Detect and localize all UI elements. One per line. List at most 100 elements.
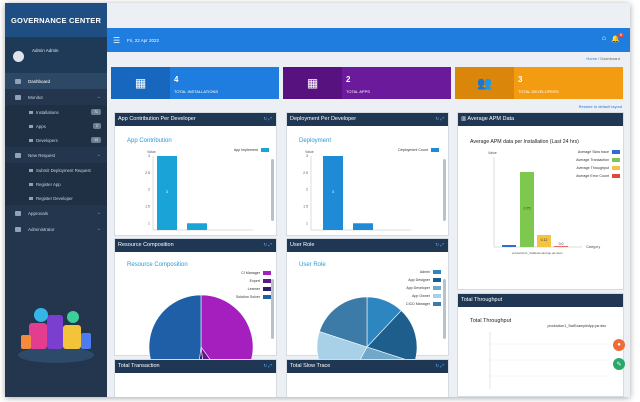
legend-item[interactable]: App Designer bbox=[383, 276, 441, 284]
legend-swatch bbox=[433, 302, 441, 306]
legend-item[interactable]: Average Error Count bbox=[550, 172, 620, 180]
panel-header: Total Throughput bbox=[458, 294, 623, 307]
legend-item[interactable]: App Developer bbox=[383, 284, 441, 292]
stat-label: TOTAL DEVELOPERS bbox=[518, 89, 559, 94]
menu-icon[interactable]: ☰ bbox=[113, 36, 121, 45]
chart-legend: Average Slow trace Average Transaction Ave… bbox=[550, 148, 620, 180]
panel-header: ▥ Average APM Data bbox=[458, 113, 623, 126]
chart-title: User Role bbox=[299, 262, 326, 268]
sidebar-item-apps[interactable]: Apps 2 bbox=[5, 119, 107, 133]
bar-chart-deployment: 1 1.5 2 2.5 3 3 bbox=[303, 154, 411, 231]
count-badge: 71 bbox=[91, 109, 101, 115]
sidebar-item-label: Apps bbox=[36, 123, 46, 129]
sidebar-item-developers[interactable]: Developers 13 bbox=[5, 133, 107, 147]
sidebar: GOVERNANCE CENTER Admin Admin Dashboard … bbox=[5, 3, 107, 397]
stat-card-developers[interactable]: 👥 3 TOTAL DEVELOPERS bbox=[455, 67, 623, 99]
panel-header: User Role ↻ ⤢ bbox=[287, 239, 448, 252]
refresh-expand-icons[interactable]: ↻ ⤢ bbox=[263, 242, 272, 247]
chart-legend: CI Manager Expert Learner Solution Solver bbox=[215, 269, 271, 301]
legend-label: Learner bbox=[247, 287, 260, 291]
stat-card-installations[interactable]: ▦ 4 TOTAL INSTALLATIONS bbox=[111, 67, 279, 99]
legend-item[interactable]: CICD Manager bbox=[383, 300, 441, 308]
gear-icon bbox=[15, 226, 21, 232]
y-tick-label: 2.5 bbox=[145, 171, 150, 175]
legend-item[interactable]: Expert bbox=[215, 277, 271, 285]
sidebar-item-register-developer[interactable]: Register Developer bbox=[5, 191, 107, 205]
sidebar-item-label: Register Developer bbox=[36, 195, 73, 201]
y-tick-label: 1.5 bbox=[303, 204, 308, 208]
legend-label: Admin bbox=[419, 270, 430, 274]
panel-title: Average APM Data bbox=[467, 116, 515, 122]
y-axis-label: Value bbox=[305, 150, 314, 154]
legend-item[interactable]: Learner bbox=[215, 285, 271, 293]
refresh-expand-icons[interactable]: ↻ ⤢ bbox=[435, 242, 444, 247]
pie-slice bbox=[319, 296, 368, 348]
sidebar-item-new-request[interactable]: New Request ⌄ bbox=[5, 147, 107, 163]
legend-label: Average Throughput bbox=[576, 166, 609, 170]
legend-item[interactable]: Average Transaction bbox=[550, 156, 620, 164]
chart-title: Resource Composition bbox=[127, 262, 188, 268]
y-tick-label: 1.5 bbox=[145, 204, 150, 208]
panel-app-contribution: App Contribution Per Developer ↻ ⤢ App Co… bbox=[114, 112, 277, 236]
sidebar-item-monitor[interactable]: Monitor ⌄ bbox=[5, 89, 107, 105]
refresh-expand-icons[interactable]: ↻ ⤢ bbox=[263, 116, 272, 121]
legend-swatch bbox=[263, 279, 271, 283]
sidebar-item-label: Installations bbox=[36, 109, 59, 115]
scrollbar[interactable] bbox=[271, 279, 274, 339]
installations-icon: ▦ bbox=[111, 67, 170, 99]
legend-label: CICD Manager bbox=[406, 302, 430, 306]
legend-item[interactable]: Average Throughput bbox=[550, 164, 620, 172]
sidebar-item-submit-deployment[interactable]: Submit Deployment Request bbox=[5, 163, 107, 177]
sidebar-item-approvals[interactable]: Approvals ⌄ bbox=[5, 205, 107, 221]
brand-title: GOVERNANCE CENTER bbox=[5, 3, 107, 37]
decorative-illustration bbox=[18, 308, 94, 363]
home-icon[interactable]: ⌂ bbox=[601, 35, 606, 42]
legend-swatch bbox=[612, 166, 620, 170]
stat-card-apps[interactable]: ▦ 2 TOTAL APPS bbox=[283, 67, 451, 99]
dashboard-icon bbox=[15, 78, 21, 84]
bell-icon[interactable]: 🔔 bbox=[611, 36, 620, 43]
scrollbar[interactable] bbox=[443, 279, 446, 339]
chart-title: Deployment bbox=[299, 138, 332, 144]
sidebar-item-dashboard[interactable]: Dashboard bbox=[5, 73, 107, 89]
bar bbox=[353, 223, 373, 230]
restore-layout-link[interactable]: Restore to default layout bbox=[578, 104, 622, 109]
refresh-expand-icons[interactable]: ↻ ⤢ bbox=[435, 116, 444, 121]
legend-swatch bbox=[263, 295, 271, 299]
panel-header: Resource Composition ↻ ⤢ bbox=[115, 239, 276, 252]
bar bbox=[157, 156, 177, 230]
y-tick-label: 3 bbox=[306, 154, 308, 158]
sidebar-item-label: Approvals bbox=[28, 210, 49, 216]
top-bar: ☰ Fri, 22 Apr 2022 ⌂ 🔔 8 bbox=[107, 28, 630, 52]
legend-item[interactable]: CI Manager bbox=[215, 269, 271, 277]
legend-item[interactable]: Admin bbox=[383, 268, 441, 276]
chevron-down-icon: ⌄ bbox=[96, 94, 101, 100]
sidebar-item-administrator[interactable]: Administrator ⌄ bbox=[5, 221, 107, 237]
list-icon bbox=[29, 196, 33, 200]
sidebar-item-installations[interactable]: Installations 71 bbox=[5, 105, 107, 119]
bar-chart-app-contribution: 1 1.5 2 2.5 3 3 bbox=[145, 154, 253, 231]
edit-fab[interactable]: ✎ bbox=[613, 358, 625, 370]
legend-item[interactable]: App Owner bbox=[383, 292, 441, 300]
chart-title: Average APM data per Installation (Last … bbox=[470, 139, 579, 145]
legend-swatch bbox=[612, 150, 620, 154]
legend-item[interactable]: Solution Solver bbox=[215, 293, 271, 301]
y-axis-label: Value bbox=[147, 150, 156, 154]
legend-item[interactable]: Average Slow trace bbox=[550, 148, 620, 156]
scrollbar[interactable] bbox=[271, 159, 274, 221]
list-icon bbox=[29, 138, 33, 142]
panel-resource-composition: Resource Composition ↻ ⤢ Resource Composi… bbox=[114, 238, 277, 397]
legend-label: Expert bbox=[249, 279, 260, 283]
sidebar-nav: Dashboard Monitor ⌄ Installations 71 Apps 2… bbox=[5, 73, 107, 237]
stat-label: TOTAL INSTALLATIONS bbox=[174, 89, 219, 94]
y-tick-label: 2 bbox=[306, 188, 308, 192]
breadcrumb-home[interactable]: Home bbox=[586, 56, 598, 61]
user-block[interactable]: Admin Admin bbox=[5, 37, 107, 73]
refresh-expand-icons[interactable]: ↻ ⤢ bbox=[435, 363, 444, 368]
legend-swatch bbox=[433, 294, 441, 298]
sidebar-item-register-app[interactable]: Register App bbox=[5, 177, 107, 191]
bar bbox=[537, 235, 551, 247]
refresh-expand-icons[interactable]: ↻ ⤢ bbox=[263, 363, 272, 368]
scrollbar[interactable] bbox=[443, 159, 446, 221]
help-fab[interactable]: ● bbox=[613, 339, 625, 351]
